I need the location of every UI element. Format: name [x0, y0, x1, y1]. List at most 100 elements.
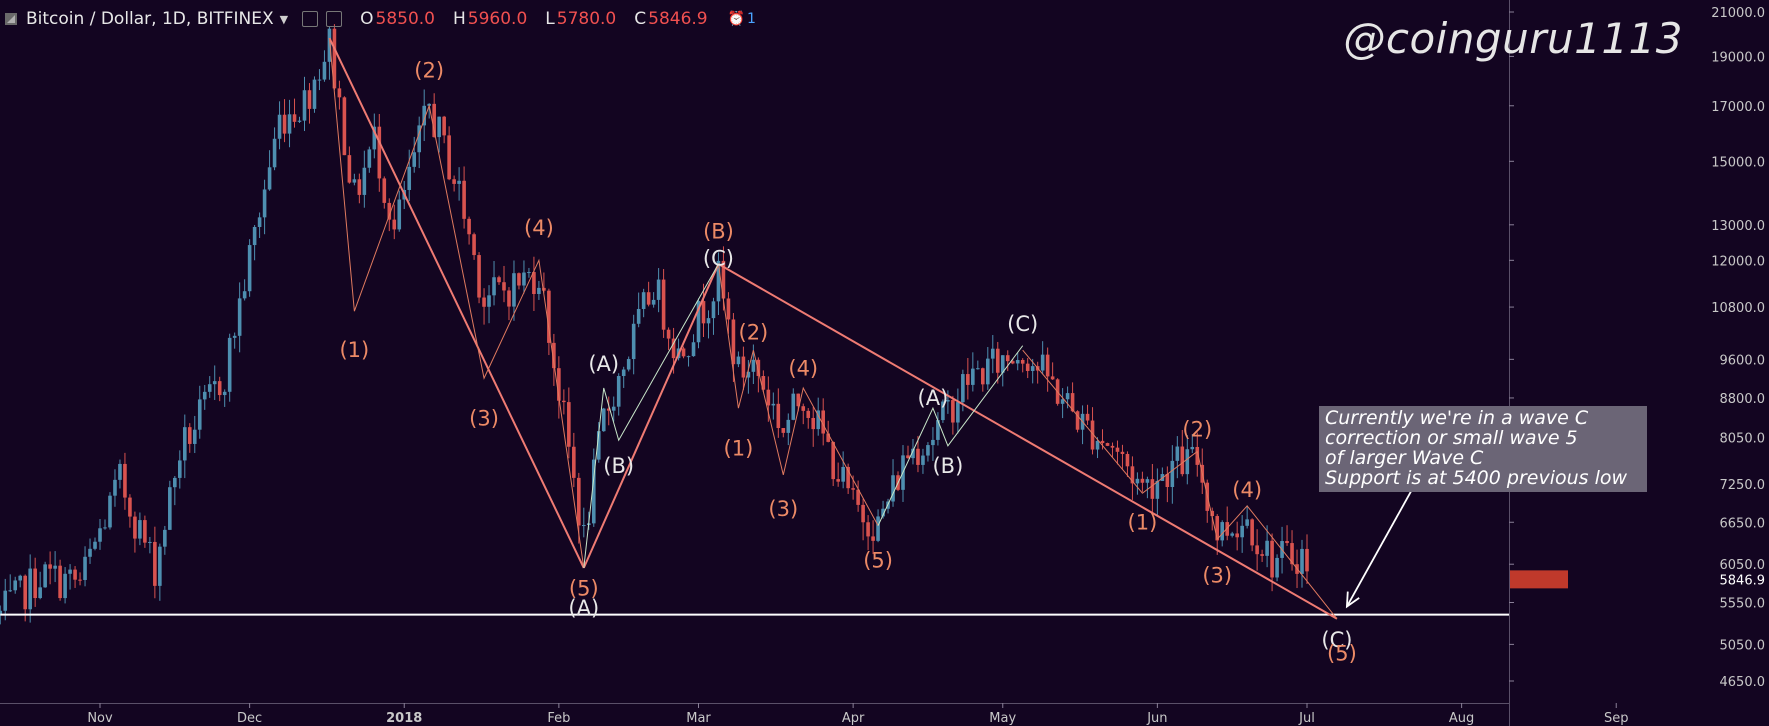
candle-body — [442, 116, 446, 136]
candles — [0, 24, 1309, 625]
candle-body — [626, 359, 631, 370]
candle-body — [661, 279, 666, 330]
candle-body — [746, 371, 751, 378]
candle-body — [1270, 540, 1274, 578]
candle-body — [591, 459, 596, 524]
x-tick-label: Dec — [237, 711, 262, 726]
wave-label: (3) — [768, 497, 798, 521]
candle-body — [512, 273, 516, 307]
candle-body — [696, 301, 701, 343]
settings-icon[interactable] — [302, 11, 319, 27]
candle-body — [1140, 478, 1145, 483]
candle-body — [68, 569, 72, 574]
candle-body — [287, 114, 292, 134]
trend-line — [328, 37, 585, 569]
candle-body — [911, 448, 915, 459]
candle-body — [836, 479, 840, 482]
candle-body — [946, 400, 950, 402]
candle-body — [247, 245, 252, 292]
y-tick-label: 7250.0 — [1720, 478, 1766, 493]
candle-body — [1070, 393, 1075, 412]
candle-body — [606, 408, 611, 411]
correction-line — [583, 263, 719, 568]
candle-body — [217, 381, 222, 396]
candle-body — [347, 155, 352, 183]
candle-body — [552, 342, 556, 369]
candle-body — [487, 295, 491, 307]
y-tick-label: 15000.0 — [1711, 155, 1765, 170]
candle-body — [8, 590, 13, 592]
y-tick-label: 10800.0 — [1711, 301, 1765, 316]
candle-body — [841, 466, 845, 482]
candle-body — [741, 356, 746, 378]
candle-body — [242, 291, 247, 299]
candle-body — [731, 319, 736, 365]
candle-body — [751, 359, 756, 372]
alert-count[interactable]: 1 — [747, 11, 756, 27]
candle-body — [1255, 545, 1259, 555]
candle-body — [13, 580, 18, 591]
trend-line — [717, 263, 1338, 620]
candle-body — [1260, 554, 1264, 556]
candle-body — [1240, 525, 1244, 538]
gear-icon[interactable] — [326, 11, 343, 27]
candle-body — [197, 399, 202, 430]
candle-body — [43, 564, 47, 588]
candle-body — [557, 368, 561, 401]
wave-label: (5) — [863, 549, 893, 573]
high-label: H — [453, 9, 466, 29]
wave-labels: (1)(2)(3)(4)(5)(A)(A)(B)(B)(C)(2)(1)(3)(… — [339, 59, 1356, 666]
alarm-icon[interactable]: ⏰ — [727, 11, 746, 27]
candle-body — [3, 590, 8, 611]
candle-body — [93, 541, 97, 549]
note-arrow — [1346, 489, 1413, 607]
wave-label: (3) — [1202, 563, 1232, 587]
wave-label: (3) — [469, 407, 499, 431]
candle-body — [202, 391, 207, 400]
candle-body — [736, 356, 741, 365]
y-tick-label: 5050.0 — [1720, 638, 1766, 653]
candle-body — [771, 403, 776, 406]
candle-body — [382, 178, 387, 203]
candle-body — [472, 234, 476, 256]
low-value: 5780.0 — [556, 9, 617, 29]
candle-body — [1120, 451, 1125, 454]
candle-body — [78, 579, 82, 581]
symbol-title[interactable]: Bitcoin / Dollar, 1D, BITFINEX — [26, 9, 274, 29]
candle-body — [502, 282, 506, 291]
candle-body — [1170, 460, 1175, 488]
candle-body — [581, 525, 586, 527]
candle-body — [686, 356, 691, 358]
candle-body — [621, 369, 626, 377]
x-tick-label: Jun — [1146, 711, 1167, 726]
candle-body — [1005, 355, 1010, 362]
candle-body — [542, 287, 546, 291]
candle-body — [572, 446, 576, 478]
wave-line — [717, 263, 879, 526]
wave-label: (B) — [932, 454, 963, 478]
candle-body — [1075, 411, 1080, 430]
candle-body — [1000, 355, 1005, 373]
candle-body — [153, 541, 157, 586]
candle-body — [392, 219, 397, 230]
candle-body — [98, 528, 102, 542]
candle-body — [1030, 366, 1035, 371]
wave-label: (1) — [724, 437, 754, 461]
candle-body — [577, 477, 581, 526]
candle-body — [985, 358, 990, 385]
candle-body — [108, 495, 112, 528]
candle-body — [646, 292, 651, 305]
candle-body — [891, 475, 895, 502]
candle-body — [990, 348, 995, 359]
chevron-down-icon[interactable]: ▼ — [279, 12, 289, 26]
candle-body — [641, 292, 646, 309]
wave-label: (C) — [1007, 312, 1038, 336]
candle-body — [1025, 363, 1030, 371]
candle-body — [1250, 519, 1254, 546]
candle-body — [432, 103, 436, 138]
candle-body — [1020, 359, 1025, 364]
candle-body — [128, 497, 132, 517]
candle-body — [766, 389, 771, 406]
candle-body — [33, 568, 37, 599]
